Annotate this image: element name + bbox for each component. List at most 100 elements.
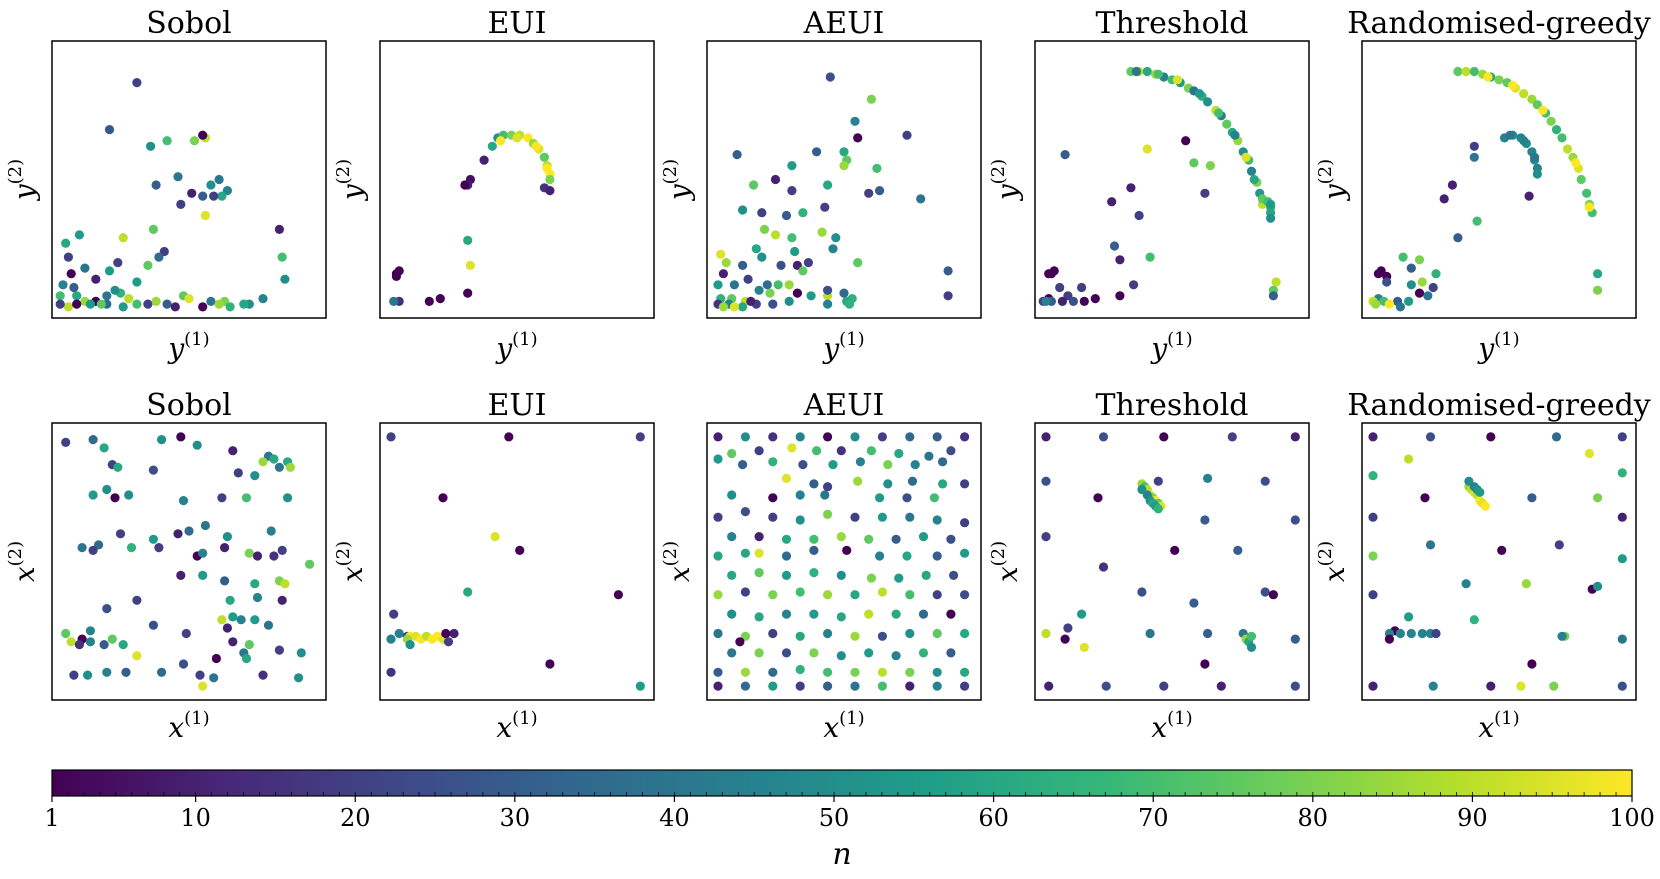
scatter-point [828, 460, 838, 470]
scatter-point [1420, 493, 1430, 503]
scatter-point [173, 172, 183, 182]
scatter-point [713, 590, 723, 600]
panel-title: AEUI [803, 6, 885, 41]
scatter-point [1486, 681, 1496, 691]
scatter-point [1368, 512, 1378, 522]
scatter-point [531, 141, 541, 151]
scatter-point [1453, 66, 1463, 77]
scatter-point [1447, 180, 1457, 190]
scatter-point [1266, 199, 1276, 209]
scatter-point [727, 648, 737, 658]
x-axis-label-main: x [1478, 711, 1494, 744]
scatter-point [102, 291, 112, 301]
y-axis-label: y(2) [660, 159, 696, 202]
scatter-point [85, 299, 95, 309]
scatter-point [850, 631, 860, 641]
scatter-point [61, 437, 71, 447]
x-axis-label-sup: (1) [512, 708, 538, 729]
scatter-point [875, 493, 885, 503]
scatter-point [63, 302, 73, 312]
scatter-point [795, 587, 805, 597]
scatter-point [905, 512, 915, 522]
scatter-point [902, 493, 912, 503]
scatter-point [1260, 587, 1270, 597]
scatter-point [738, 302, 748, 312]
scatter-point [823, 509, 833, 519]
scatter-point [74, 640, 84, 650]
scatter-point [176, 570, 186, 581]
scatter-point [1203, 473, 1213, 483]
scatter-point [1134, 210, 1144, 221]
scatter-point [110, 285, 120, 295]
scatter-point [1129, 280, 1139, 290]
x-axis-label: y(1) [494, 329, 537, 365]
scatter-point [198, 130, 208, 140]
scatter-point [1137, 484, 1147, 495]
scatter-point [795, 490, 805, 500]
scatter-point [836, 612, 846, 622]
scatter-point [795, 432, 805, 442]
scatter-point [891, 651, 901, 661]
scatter-point [274, 645, 284, 655]
scatter-point [77, 543, 87, 553]
scatter-point [250, 579, 260, 589]
scatter-point [1055, 282, 1065, 293]
scatter-point [855, 457, 866, 467]
scatter-point [1222, 119, 1232, 129]
scatter-point [222, 532, 232, 542]
scatter-point [754, 548, 764, 558]
scatter-point [1546, 116, 1556, 126]
scatter-point [118, 233, 128, 243]
scatter-point [740, 667, 751, 677]
scatter-point [877, 681, 888, 691]
scatter-point [1227, 432, 1237, 442]
scatter-point [157, 435, 167, 445]
y-axis-label: x(2) [5, 541, 41, 582]
x-axis-label: y(1) [821, 329, 864, 365]
scatter-point [118, 640, 128, 650]
scatter-point [713, 681, 723, 691]
scatter-point [823, 628, 833, 639]
plot-frame [379, 40, 655, 319]
scatter-point [875, 551, 885, 561]
scatter-point [1571, 158, 1581, 168]
scatter-point [1483, 72, 1493, 82]
y-axis-label-sup: (2) [5, 159, 26, 185]
scatter-point [850, 681, 860, 691]
x-axis-label-sup: (1) [839, 708, 865, 729]
scatter-point [781, 551, 792, 561]
scatter-point [1406, 280, 1416, 290]
scatter-point [1617, 554, 1627, 564]
panel-title: EUI [487, 388, 546, 423]
scatter-point [241, 653, 252, 664]
scatter-point [740, 548, 751, 558]
scatter-point [1109, 241, 1120, 251]
colorbar-label: n [832, 837, 851, 872]
scatter-point [545, 659, 555, 669]
scatter-point [812, 147, 822, 157]
y-axis-label-main: y [336, 183, 369, 202]
scatter-point [883, 479, 893, 489]
scatter-point [883, 460, 893, 470]
scatter-point [809, 534, 819, 544]
scatter-point [716, 249, 726, 259]
scatter-point [83, 670, 93, 680]
scatter-point [198, 191, 208, 201]
scatter-point [391, 271, 401, 281]
scatter-point [102, 484, 112, 495]
scatter-point [487, 141, 497, 151]
plot-frame [1361, 422, 1637, 701]
scatter-point [424, 296, 434, 306]
y-axis-label-main: y [663, 183, 696, 202]
scatter-point [1268, 590, 1278, 600]
panel-title: AEUI [803, 388, 885, 423]
scatter-points [1038, 66, 1281, 306]
scatter-point [545, 174, 555, 185]
scatter-point [905, 667, 915, 677]
y-axis-label-main: y [991, 183, 1024, 202]
scatter-point [285, 462, 295, 472]
scatter-point [512, 133, 522, 143]
scatter-point [1475, 487, 1485, 497]
scatter-point [99, 640, 109, 650]
